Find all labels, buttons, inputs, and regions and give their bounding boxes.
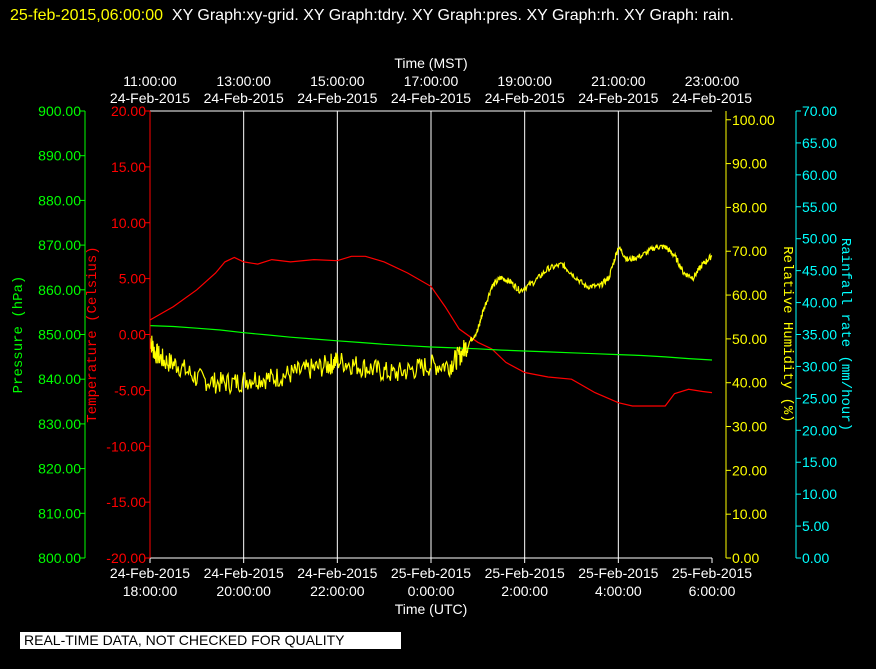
bottom-tick-time: 2:00:00 [501, 583, 548, 599]
top-tick-time: 13:00:00 [216, 73, 271, 89]
pressure-tick-label: 820.00 [38, 461, 81, 477]
temperature-tick-label: 15.00 [111, 159, 146, 175]
temperature-tick-label: 10.00 [111, 215, 146, 231]
pressure-tick-label: 830.00 [38, 416, 81, 432]
rain-tick-label: 15.00 [802, 454, 837, 470]
bottom-tick-time: 0:00:00 [408, 583, 455, 599]
top-tick-time: 15:00:00 [310, 73, 365, 89]
bottom-tick-time: 6:00:00 [689, 583, 736, 599]
humidity-axis-label: Relative Humidity (%) [779, 246, 795, 422]
temperature-tick-label: 0.00 [119, 327, 146, 343]
bottom-tick-time: 4:00:00 [595, 583, 642, 599]
rain-tick-label: 5.00 [802, 518, 829, 534]
top-tick-date: 24-Feb-2015 [204, 90, 284, 106]
rain-tick-label: 20.00 [802, 422, 837, 438]
pressure-tick-label: 860.00 [38, 282, 81, 298]
humidity-tick-label: 70.00 [732, 243, 767, 259]
temperature-tick-label: 20.00 [111, 103, 146, 119]
humidity-tick-label: 40.00 [732, 375, 767, 391]
rain-tick-label: 70.00 [802, 103, 837, 119]
chart-series [149, 244, 713, 407]
temperature-tick-label: -20.00 [106, 550, 146, 566]
top-tick-time: 19:00:00 [497, 73, 552, 89]
top-tick-time: 17:00:00 [404, 73, 459, 89]
rain-tick-label: 55.00 [802, 199, 837, 215]
humidity-tick-label: 90.00 [732, 156, 767, 172]
bottom-tick-time: 20:00:00 [216, 583, 271, 599]
rain-tick-label: 45.00 [802, 263, 837, 279]
graph-title: 25-feb-2015,06:00:00 XY Graph:xy-grid. X… [10, 2, 865, 30]
pressure-tick-label: 870.00 [38, 237, 81, 253]
top-tick-date: 24-Feb-2015 [391, 90, 471, 106]
pressure-tick-label: 890.00 [38, 148, 81, 164]
pressure-tick-label: 850.00 [38, 327, 81, 343]
bottom-tick-time: 18:00:00 [123, 583, 178, 599]
temperature-axis-label: Temperature (Celsius) [85, 246, 101, 422]
pressure-tick-label: 880.00 [38, 192, 81, 208]
vertical-grid [243, 111, 619, 558]
temperature-tick-label: -15.00 [106, 494, 146, 510]
temperature-tick-label: 5.00 [119, 271, 146, 287]
rain-tick-label: 50.00 [802, 231, 837, 247]
humidity-tick-label: 50.00 [732, 331, 767, 347]
humidity-tick-label: 0.00 [732, 550, 759, 566]
bottom-tick-date: 24-Feb-2015 [297, 565, 377, 581]
temperature-tick-label: -5.00 [114, 382, 146, 398]
top-tick-date: 24-Feb-2015 [485, 90, 565, 106]
bottom-tick-date: 24-Feb-2015 [204, 565, 284, 581]
rain-tick-label: 10.00 [802, 486, 837, 502]
rain-tick-label: 40.00 [802, 295, 837, 311]
pressure-tick-label: 810.00 [38, 505, 81, 521]
bottom-tick-date: 24-Feb-2015 [110, 565, 190, 581]
bottom-tick-date: 25-Feb-2015 [391, 565, 471, 581]
bottom-tick-date: 25-Feb-2015 [672, 565, 752, 581]
pressure-tick-label: 800.00 [38, 550, 81, 566]
rain-tick-label: 0.00 [802, 550, 829, 566]
rain-tick-label: 30.00 [802, 358, 837, 374]
series-pressure-line [149, 325, 713, 361]
top-tick-date: 24-Feb-2015 [578, 90, 658, 106]
humidity-tick-label: 20.00 [732, 462, 767, 478]
pressure-axis-label: Pressure (hPa) [11, 276, 27, 394]
top-tick-date: 24-Feb-2015 [297, 90, 377, 106]
rain-tick-label: 25.00 [802, 390, 837, 406]
rain-tick-label: 60.00 [802, 167, 837, 183]
top-tick-time: 23:00:00 [685, 73, 740, 89]
temperature-tick-label: -10.00 [106, 438, 146, 454]
rain-tick-label: 65.00 [802, 135, 837, 151]
bottom-axis-label: Time (UTC) [395, 601, 468, 617]
pressure-tick-label: 840.00 [38, 371, 81, 387]
title-timestamp: 25-feb-2015,06:00:00 [10, 7, 164, 24]
series-humidity-line [149, 244, 713, 396]
title-graph-list: XY Graph:xy-grid. XY Graph:tdry. XY Grap… [171, 7, 734, 24]
top-tick-time: 11:00:00 [123, 73, 177, 89]
top-tick-time: 21:00:00 [591, 73, 646, 89]
humidity-tick-label: 100.00 [732, 112, 775, 128]
series-temperature-line [149, 255, 713, 407]
quality-notice: REAL-TIME DATA, NOT CHECKED FOR QUALITY [20, 632, 401, 649]
rain-tick-label: 35.00 [802, 327, 837, 343]
humidity-tick-label: 10.00 [732, 506, 767, 522]
rain-axis-label: Rainfall rate (mm/hour) [837, 238, 853, 431]
top-tick-date: 24-Feb-2015 [672, 90, 752, 106]
bottom-tick-time: 22:00:00 [310, 583, 365, 599]
pressure-tick-label: 900.00 [38, 103, 81, 119]
top-tick-date: 24-Feb-2015 [110, 90, 190, 106]
bottom-tick-date: 25-Feb-2015 [578, 565, 658, 581]
bottom-tick-date: 25-Feb-2015 [485, 565, 565, 581]
top-axis-label: Time (MST) [394, 55, 467, 71]
chart-axes: 11:00:0024-Feb-201513:00:0024-Feb-201515… [11, 55, 853, 617]
humidity-tick-label: 80.00 [732, 199, 767, 215]
humidity-tick-label: 30.00 [732, 419, 767, 435]
humidity-tick-label: 60.00 [732, 287, 767, 303]
